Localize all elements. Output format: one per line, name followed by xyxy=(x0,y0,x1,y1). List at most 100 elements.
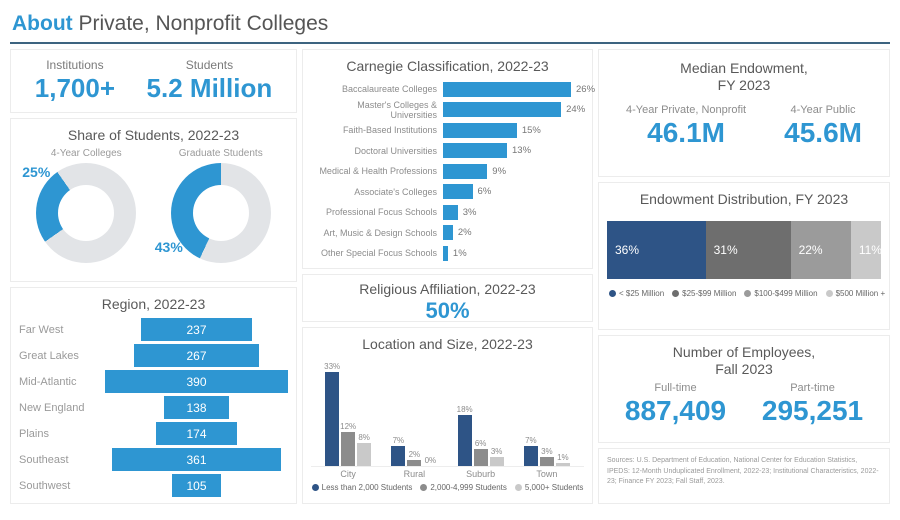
funnel-plot: 237 xyxy=(105,318,288,342)
carnegie-value-label: 1% xyxy=(452,247,467,259)
dashboard: About Private, Nonprofit Colleges Instit… xyxy=(10,12,890,504)
kpi-private-endowment-label: 4-Year Private, Nonprofit xyxy=(626,103,747,116)
funnel-category-label: Southwest xyxy=(19,479,71,492)
median-endowment-panel: Median Endowment, FY 2023 4-Year Private,… xyxy=(598,49,890,177)
location-bar xyxy=(523,445,538,466)
legend-label: $25-$99 Million xyxy=(682,288,737,298)
location-bar-column: 8% xyxy=(357,433,372,466)
location-group-suburb: 18% 6% 3% xyxy=(457,405,504,466)
legend-dot xyxy=(311,483,319,491)
kpi-public-endowment: 4-Year Public 45.6M xyxy=(784,104,862,149)
carnegie-bar xyxy=(443,245,448,261)
funnel-value-label: 267 xyxy=(186,348,207,363)
legend-item: 5,000+ Students xyxy=(514,483,583,492)
funnel-row: Southwest 105 xyxy=(19,473,288,499)
carnegie-title: Carnegie Classification, 2022-23 xyxy=(346,58,549,74)
carnegie-bar xyxy=(443,102,562,118)
carnegie-category-label: Medical & Health Professions xyxy=(319,166,437,177)
carnegie-value-label: 26% xyxy=(576,83,596,95)
median-endowment-title: Median Endowment, FY 2023 xyxy=(607,60,881,94)
location-value-label: 0% xyxy=(424,455,437,465)
funnel-bar: 138 xyxy=(164,396,229,420)
kpi-parttime-label: Part-time xyxy=(790,381,835,394)
location-group-town: 7% 3% 1% xyxy=(523,436,570,466)
share-of-students-title: Share of Students, 2022-23 xyxy=(67,127,240,143)
location-value-label: 8% xyxy=(358,432,370,442)
carnegie-category-label: Master's Colleges & Universities xyxy=(357,99,437,120)
legend-label: < $25 Million xyxy=(619,288,665,298)
legend-item: $100-$499 Million xyxy=(744,289,818,298)
location-bar-column: 1% xyxy=(555,453,570,466)
location-bar-column: 7% xyxy=(523,436,538,466)
legend-label: $500 Million + xyxy=(835,288,886,298)
funnel-plot: 267 xyxy=(105,344,288,368)
legend-item: $500 Million + xyxy=(825,288,886,298)
location-value-label: 7% xyxy=(392,435,405,445)
carnegie-row: Other Special Focus Schools 1% xyxy=(311,243,584,264)
carnegie-value-label: 3% xyxy=(462,206,477,218)
legend-label: Less than 2,000 Students xyxy=(321,482,413,492)
kpi-institutions-label: Institutions xyxy=(46,58,104,72)
location-bar xyxy=(391,445,406,466)
region-panel: Region, 2022-23 Far West 237 Great Lakes 26… xyxy=(10,287,297,504)
carnegie-row: Baccalaureate Colleges 26% xyxy=(311,79,595,100)
carnegie-value-label: 6% xyxy=(477,186,492,198)
funnel-row: Great Lakes 267 xyxy=(19,343,288,369)
page-title-rest: Private, Nonprofit Colleges xyxy=(72,12,329,35)
carnegie-bar xyxy=(443,122,517,138)
carnegie-row: Associate's Colleges 6% xyxy=(311,181,584,202)
location-bar xyxy=(555,462,570,466)
funnel-row: Far West 237 xyxy=(19,317,288,343)
carnegie-category-label: Faith-Based Institutions xyxy=(342,125,437,136)
location-value-label: 3% xyxy=(490,446,503,456)
location-bar-column: 18% xyxy=(456,404,473,466)
carnegie-bar xyxy=(443,143,507,159)
carnegie-bar-chart: Baccalaureate Colleges 26% Master's Colleg… xyxy=(311,79,595,264)
legend-dot xyxy=(825,289,833,297)
funnel-category-label: Mid-Atlantic xyxy=(19,375,77,388)
legend-item: < $25 Million xyxy=(609,289,664,298)
location-size-chart: 33% 12% 8% 7% 2% 0% 18% 6% 3% 7% 3% 1% City Rural Subu… xyxy=(311,357,584,479)
location-bar xyxy=(489,456,504,466)
stacked-segment: 36% xyxy=(607,220,706,279)
funnel-bar: 390 xyxy=(105,370,288,394)
location-category-label: City xyxy=(340,468,356,479)
carnegie-row: Doctoral Universities 13% xyxy=(311,140,584,161)
carnegie-row: Faith-Based Institutions 15% xyxy=(311,120,584,141)
legend-dot xyxy=(744,289,752,297)
kpi-institutions: Institutions 1,700+ xyxy=(35,58,115,104)
median-endowment-title-line2: FY 2023 xyxy=(717,76,771,93)
legend-dot xyxy=(672,289,680,297)
carnegie-bar xyxy=(443,225,453,241)
carnegie-value-label: 15% xyxy=(521,124,541,136)
donut-label: Graduate Students xyxy=(178,147,263,159)
location-category-label: Suburb xyxy=(466,468,496,479)
page-title-accent: About xyxy=(12,12,73,35)
kpi-institutions-value: 1,700+ xyxy=(34,73,116,103)
funnel-value-label: 237 xyxy=(186,322,207,337)
location-bar xyxy=(325,371,340,466)
endowment-distribution-panel: Endowment Distribution, FY 2023 36% 31% 22… xyxy=(598,182,890,330)
kpi-fulltime-value: 887,409 xyxy=(624,394,727,426)
funnel-row: Plains 174 xyxy=(19,421,288,447)
kpi-public-endowment-label: 4-Year Public xyxy=(790,103,856,116)
legend-item: $25-$99 Million xyxy=(672,289,736,298)
median-endowment-kpis: 4-Year Private, Nonprofit 46.1M 4-Year P… xyxy=(607,104,881,149)
location-category-labels: City Rural Suburb Town xyxy=(311,467,584,479)
funnel-value-label: 138 xyxy=(186,400,207,415)
funnel-plot: 390 xyxy=(105,370,288,394)
funnel-plot: 105 xyxy=(105,474,288,498)
region-funnel-chart: Far West 237 Great Lakes 267 Mid-Atlantic 390… xyxy=(19,317,288,499)
funnel-value-label: 174 xyxy=(186,426,207,441)
location-size-panel: Location and Size, 2022-23 33% 12% 8% 7% 2% 0… xyxy=(302,327,593,504)
kpi-fulltime: Full-time 887,409 xyxy=(625,382,726,427)
location-size-legend: Less than 2,000 Students 2,000-4,999 Stud… xyxy=(311,483,584,492)
stacked-segment: 11% xyxy=(850,220,881,279)
dashboard-grid: Institutions 1,700+ Students 5.2 Million… xyxy=(10,49,890,504)
location-value-label: 18% xyxy=(456,404,473,414)
legend-dot xyxy=(420,483,428,491)
stacked-segment-label: 22% xyxy=(798,242,823,257)
location-bar xyxy=(357,442,372,466)
location-category-label: Rural xyxy=(403,468,426,479)
carnegie-category-label: Other Special Focus Schools xyxy=(320,248,437,259)
